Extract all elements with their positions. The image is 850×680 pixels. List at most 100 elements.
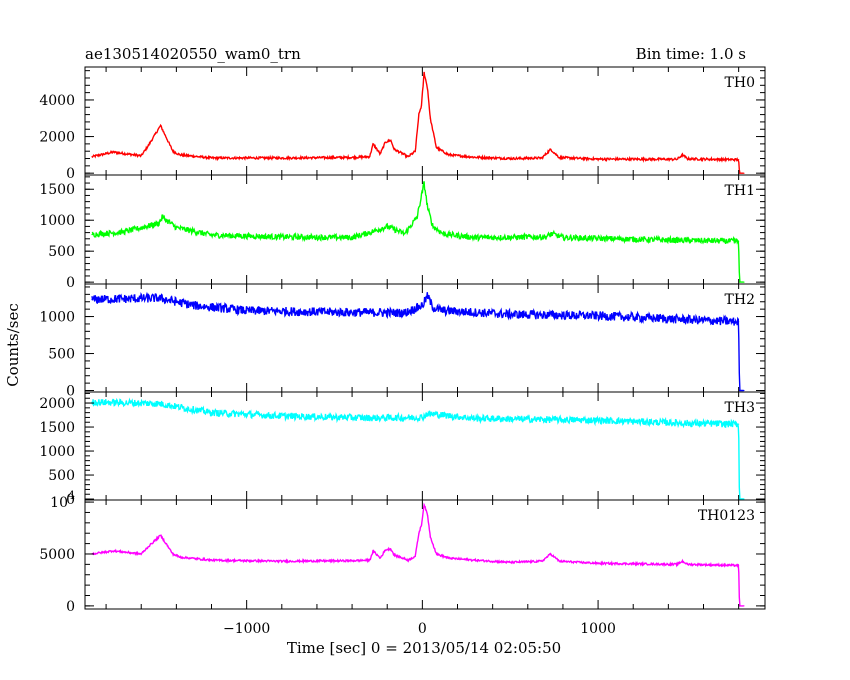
- y-tick-label: 0: [66, 166, 75, 182]
- data-point: [743, 281, 745, 283]
- data-point: [738, 605, 741, 607]
- panel-th0123: 0 5000 10 4 TH0123: [39, 489, 766, 615]
- data-point: [281, 415, 283, 417]
- x-axis-label: Time [sec] 0 = 2013/05/14 02:05:50: [287, 639, 561, 657]
- y-tick-label: 0: [66, 384, 75, 400]
- data-point: [448, 557, 450, 559]
- data-point: [685, 318, 687, 321]
- data-point: [372, 143, 374, 145]
- data-point: [372, 550, 374, 552]
- data-point: [423, 71, 425, 74]
- y-tick-exponent: 4: [68, 489, 75, 502]
- data-point: [369, 417, 371, 419]
- data-point: [474, 417, 476, 419]
- data-point: [448, 154, 450, 156]
- data-point: [687, 563, 689, 566]
- data-point: [160, 534, 162, 536]
- data-point: [734, 423, 736, 425]
- data-point: [738, 564, 740, 567]
- data-point: [427, 88, 429, 90]
- x-tick-label: 0: [418, 621, 427, 637]
- data-point: [738, 281, 741, 283]
- data-point: [743, 498, 745, 500]
- data-point: [369, 559, 371, 561]
- data-point: [91, 156, 93, 158]
- y-tick-label: 1000: [39, 310, 75, 326]
- panel-label: TH3: [725, 400, 755, 416]
- data-point: [379, 153, 381, 155]
- data-point: [390, 139, 392, 141]
- data-point: [558, 560, 561, 562]
- data-point: [687, 158, 689, 160]
- data-point: [418, 532, 420, 534]
- data-point: [734, 159, 736, 161]
- data-point: [551, 233, 554, 235]
- data-point: [541, 157, 543, 159]
- data-point: [416, 216, 418, 218]
- data-point: [667, 239, 670, 241]
- data-point: [351, 560, 353, 562]
- data-point: [509, 561, 511, 563]
- data-point: [281, 236, 283, 238]
- data-point: [435, 146, 437, 149]
- data-point: [140, 155, 142, 157]
- data-point: [407, 559, 409, 561]
- data-point: [738, 321, 740, 323]
- data-point: [210, 412, 213, 414]
- data-point: [474, 237, 476, 239]
- data-point: [734, 564, 736, 567]
- data-point: [414, 150, 416, 152]
- series-line-th1: [91, 181, 744, 283]
- panel-label: TH0123: [698, 508, 755, 524]
- data-point: [681, 560, 684, 562]
- y-tick-label: 0: [66, 492, 75, 508]
- data-point: [369, 156, 371, 158]
- panel-frame: [84, 499, 766, 610]
- series-line-th0123: [91, 502, 744, 607]
- y-tick-label: 2000: [39, 130, 75, 146]
- data-point: [158, 402, 160, 405]
- data-point: [474, 559, 476, 561]
- data-point: [393, 148, 395, 150]
- data-point: [386, 225, 388, 227]
- data-point: [550, 553, 552, 555]
- data-point: [597, 419, 599, 421]
- y-tick-label: 1500: [39, 182, 75, 198]
- data-point: [432, 225, 434, 227]
- bin-time-label: Bin time: 1.0 s: [636, 45, 746, 63]
- series-line-th3: [91, 397, 744, 500]
- data-point: [379, 557, 381, 559]
- data-point: [384, 549, 387, 551]
- y-tick-label: 4000: [39, 93, 75, 109]
- data-point: [420, 104, 423, 106]
- data-point: [407, 156, 409, 158]
- data-point: [393, 554, 395, 556]
- data-point: [91, 298, 93, 301]
- data-point: [210, 234, 213, 236]
- data-point: [442, 233, 444, 235]
- panel-label: TH2: [725, 292, 755, 308]
- data-point: [172, 150, 174, 152]
- data-point: [432, 307, 434, 309]
- data-point: [597, 158, 599, 160]
- data-point: [550, 148, 552, 150]
- data-point: [193, 304, 195, 307]
- data-point: [140, 553, 142, 555]
- data-point: [390, 548, 392, 550]
- data-point: [210, 559, 213, 561]
- data-point: [738, 423, 740, 425]
- data-point: [418, 114, 420, 116]
- data-point: [676, 158, 678, 160]
- data-point: [281, 157, 283, 159]
- data-point: [404, 312, 406, 314]
- panel-th0: 0 2000 4000 TH0: [39, 66, 766, 182]
- data-point: [738, 498, 741, 500]
- data-point: [123, 231, 125, 233]
- data-point: [161, 216, 163, 218]
- y-tick-label: 0: [66, 599, 75, 615]
- data-point: [333, 311, 336, 313]
- data-point: [597, 315, 599, 317]
- y-tick-label: 1000: [39, 444, 75, 460]
- data-point: [384, 141, 387, 143]
